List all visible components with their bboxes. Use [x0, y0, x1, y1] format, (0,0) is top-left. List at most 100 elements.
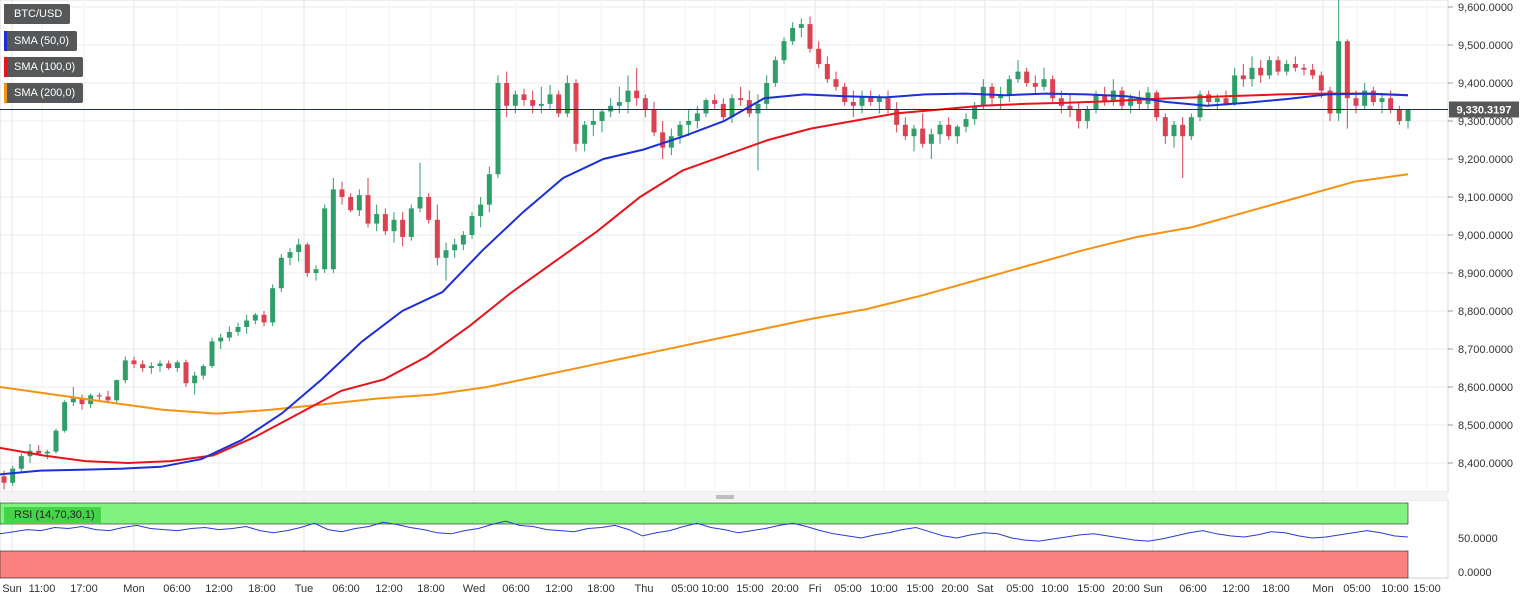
price-tick-label: 9,500.0000: [1458, 40, 1513, 52]
candle-body: [391, 219, 397, 232]
candle-body: [755, 103, 761, 114]
candle-body: [122, 360, 128, 381]
time-tick-label: 06:00: [332, 583, 360, 595]
legend-symbol[interactable]: BTC/USD: [4, 4, 71, 24]
legend-sma50-swatch: [4, 31, 7, 51]
candle-body: [972, 105, 978, 120]
candle-body: [1145, 92, 1151, 104]
time-tick-label: 06:00: [163, 583, 191, 595]
candle-body: [590, 121, 596, 125]
candle-body: [1266, 60, 1272, 76]
time-tick-label: 12:00: [205, 583, 233, 595]
candle-body: [1370, 90, 1376, 102]
candle-body: [582, 124, 588, 144]
rsi-label-text: RSI (14,70,30,1): [14, 509, 95, 521]
rsi-label[interactable]: RSI (14,70,30,1): [4, 507, 101, 524]
rsi-overbought-zone: [0, 502, 1409, 525]
candle-body: [365, 195, 371, 224]
candle-body: [1154, 92, 1160, 118]
candle-body: [1, 476, 7, 483]
candle-body: [339, 189, 345, 197]
time-tick-label: 15:00: [1413, 583, 1441, 595]
legend-sma200-swatch: [4, 83, 7, 103]
candle-body: [876, 98, 882, 102]
candle-body: [1327, 90, 1333, 114]
candle-body: [348, 197, 354, 211]
candle-body: [36, 450, 42, 454]
candle-body: [105, 396, 111, 401]
candle-body: [53, 430, 59, 452]
sma100-line: [0, 92, 1409, 465]
candle-body: [885, 98, 891, 110]
candle-body: [1405, 109, 1411, 121]
candle-body: [946, 124, 952, 137]
candle-body: [140, 364, 146, 368]
time-tick-label: 17:00: [70, 583, 98, 595]
candle-body: [209, 341, 215, 367]
candle-body: [261, 314, 267, 323]
candle-body: [1336, 41, 1342, 114]
candle-body: [10, 468, 16, 483]
time-tick-label: 12:00: [375, 583, 403, 595]
candle-body: [1032, 83, 1038, 87]
candle-body: [1050, 79, 1056, 99]
candle-body: [668, 136, 674, 148]
time-tick-label: Mon: [1312, 583, 1333, 595]
candle-body: [296, 244, 302, 253]
time-tick-label: 18:00: [248, 583, 276, 595]
candle-body: [426, 197, 432, 220]
candle-body: [192, 375, 198, 384]
candle-body: [400, 219, 406, 237]
candle-body: [625, 90, 631, 102]
candle-body: [1171, 124, 1177, 137]
legend-sma200-label: SMA (200,0): [14, 87, 76, 99]
candle-body: [1084, 109, 1090, 121]
candle-body: [1076, 109, 1082, 121]
candle-body: [235, 326, 241, 332]
last-price-tag: [1449, 101, 1519, 118]
rsi-tick-label: 50.0000: [1458, 533, 1498, 545]
rsi-oversold-zone: [0, 550, 1409, 579]
candle-body: [608, 105, 614, 112]
time-tick-label: 15:00: [906, 583, 934, 595]
candle-body: [712, 100, 718, 104]
price-tick-label: 8,600.0000: [1458, 382, 1513, 394]
sma200-line: [0, 173, 1409, 415]
legend-sma100[interactable]: SMA (100,0): [4, 57, 84, 77]
candle-body: [963, 119, 969, 127]
rsi-line: [0, 520, 1409, 542]
candle-body: [1388, 98, 1394, 110]
candle-body: [504, 83, 510, 106]
legend-sma200[interactable]: SMA (200,0): [4, 83, 84, 103]
candle-body: [677, 124, 683, 137]
candle-body: [556, 94, 562, 114]
candle-body: [1015, 71, 1021, 80]
time-tick-label: 06:00: [1179, 583, 1207, 595]
candle-body: [1249, 67, 1255, 80]
candle-body: [1301, 67, 1307, 70]
candle-body: [478, 204, 484, 216]
candle-body: [512, 94, 518, 106]
candle-body: [954, 126, 960, 137]
candle-body: [1206, 94, 1212, 102]
legend-sma50[interactable]: SMA (50,0): [4, 31, 78, 51]
candle-body: [18, 456, 24, 469]
candle-body: [1310, 69, 1316, 76]
time-tick-label: 10:00: [701, 583, 729, 595]
time-tick-label: 10:00: [870, 583, 898, 595]
price-tick-label: 8,400.0000: [1458, 458, 1513, 470]
candle-body: [374, 214, 380, 224]
candle-body: [530, 100, 536, 106]
candle-body: [200, 366, 206, 376]
price-tick-label: 9,300.0000: [1458, 116, 1513, 128]
time-tick-label: 05:00: [1006, 583, 1034, 595]
candle-body: [408, 208, 414, 237]
candle-body: [1024, 71, 1030, 83]
candle-body: [547, 94, 553, 104]
time-tick-label: 20:00: [941, 583, 969, 595]
candle-body: [798, 24, 804, 28]
candle-body: [1214, 98, 1220, 102]
candle-body: [1136, 98, 1142, 104]
candle-body: [816, 48, 822, 64]
time-tick-label: Mon: [123, 583, 144, 595]
